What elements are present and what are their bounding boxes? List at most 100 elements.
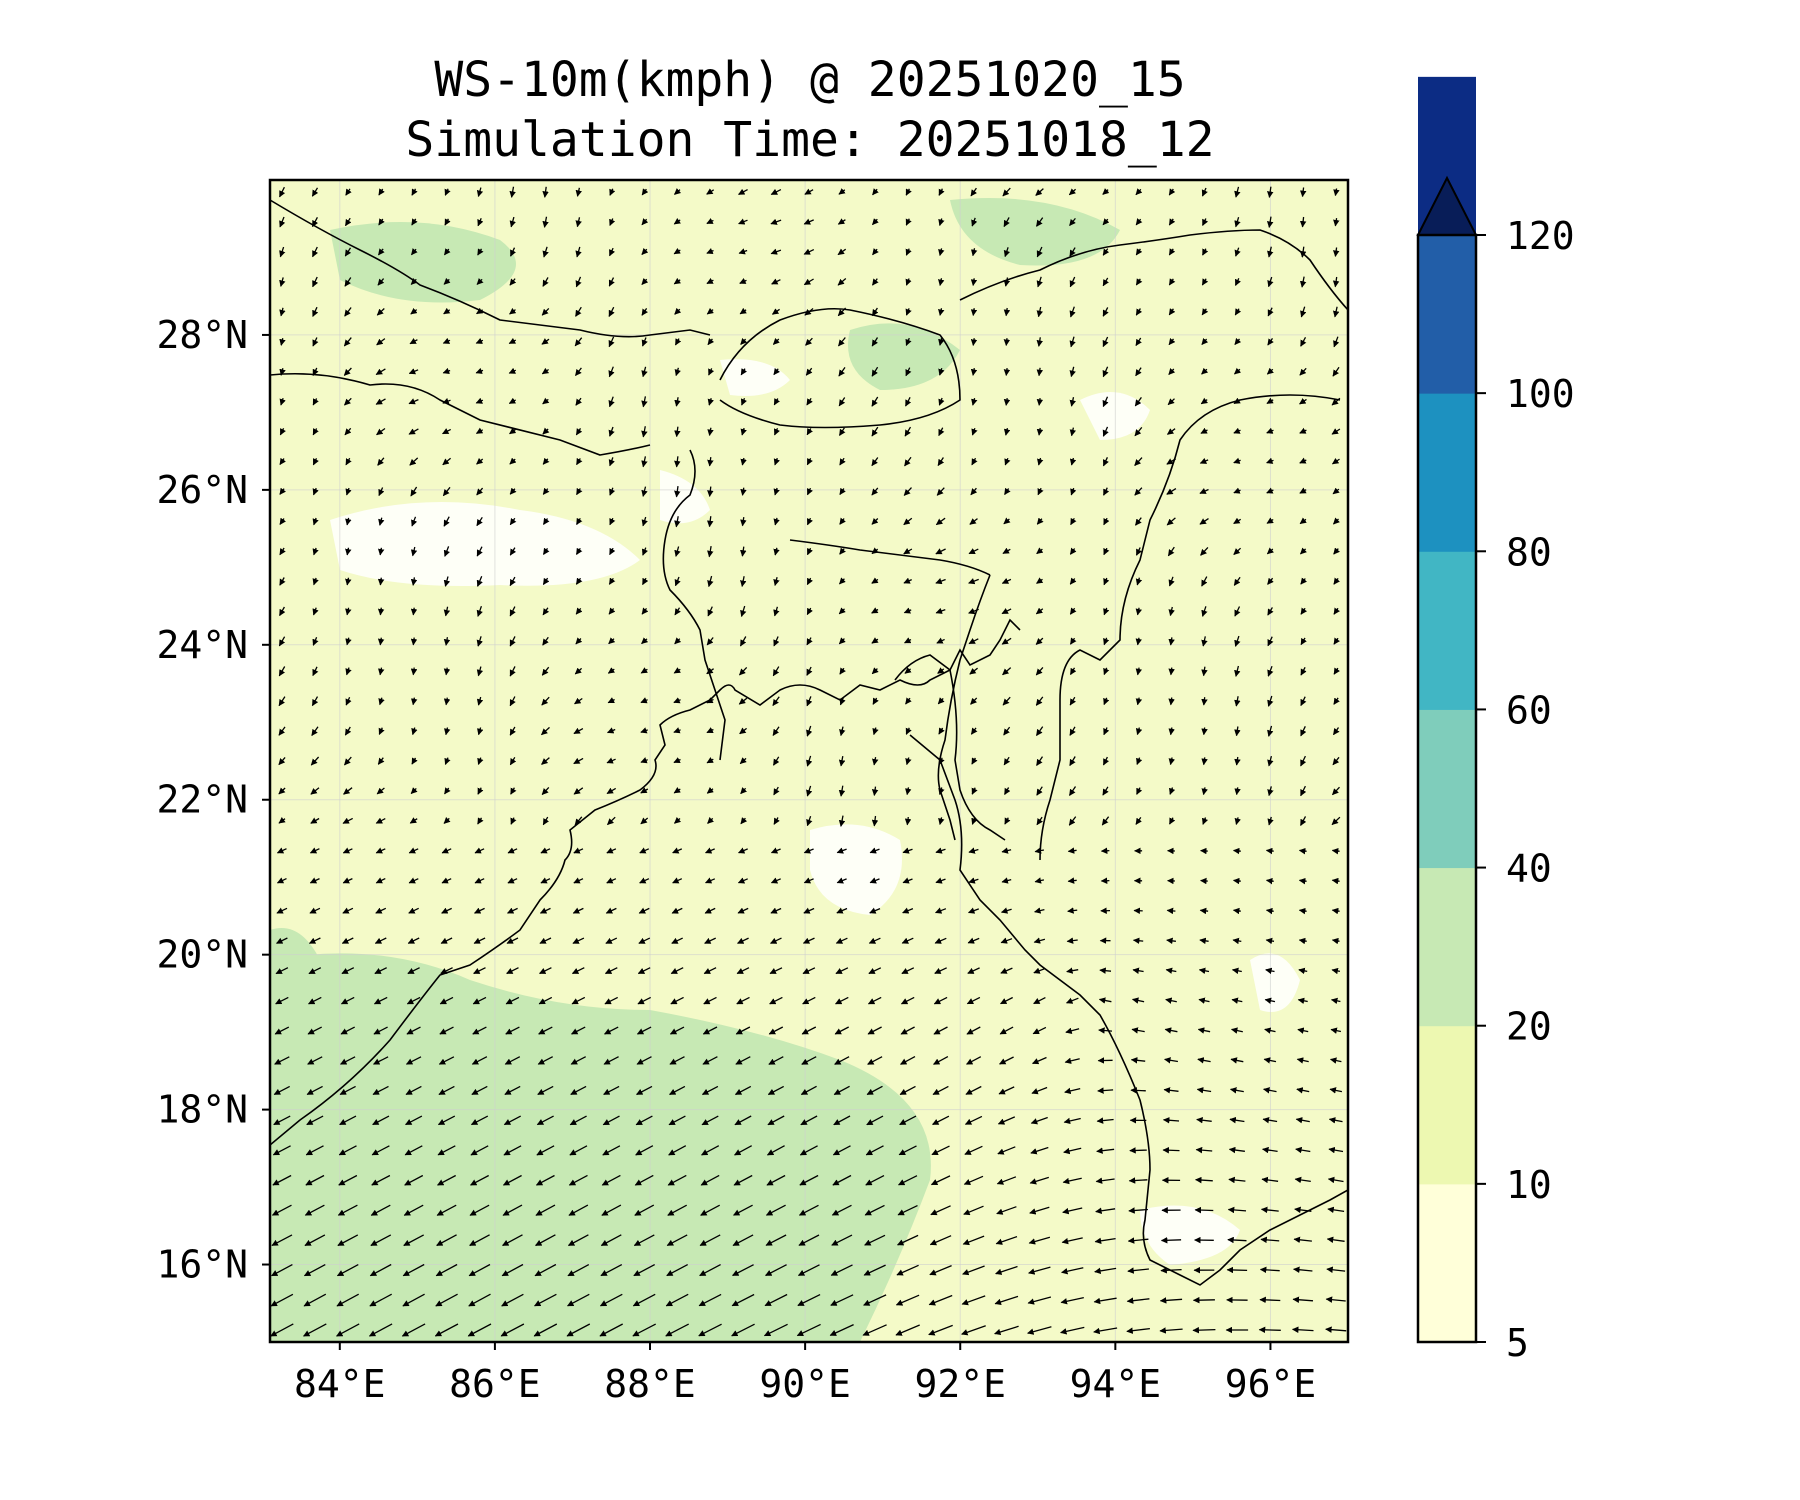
wind-arrow <box>938 218 945 227</box>
wind-arrow <box>773 398 780 406</box>
wind-arrow <box>1299 187 1307 198</box>
wind-arrow <box>443 817 451 824</box>
wind-arrow <box>740 605 747 618</box>
wind-arrow <box>904 817 912 826</box>
wind-arrow <box>477 217 484 227</box>
wind-arrow <box>1002 187 1011 197</box>
wind-arrow <box>345 547 352 556</box>
wind-arrow <box>1003 427 1011 436</box>
wind-arrow <box>837 218 846 225</box>
wind-arrow <box>770 877 781 884</box>
wind-arrow <box>410 277 418 285</box>
wind-arrow <box>1232 877 1241 885</box>
wind-arrow <box>575 306 582 317</box>
wind-arrow <box>344 756 352 766</box>
wind-arrow <box>900 996 915 1005</box>
wind-arrow <box>1069 336 1076 348</box>
wind-arrow <box>279 368 286 376</box>
wind-arrow <box>442 367 451 375</box>
wind-arrow <box>969 518 978 525</box>
wind-arrow <box>312 547 319 556</box>
wind-arrow <box>1101 816 1110 826</box>
wind-arrow <box>1234 217 1241 228</box>
wind-arrow <box>344 397 352 406</box>
wind-speed-patch <box>270 928 320 1000</box>
wind-arrow <box>575 607 583 615</box>
wind-arrow <box>375 847 386 854</box>
wind-arrow <box>1168 697 1175 706</box>
wind-arrow <box>905 188 912 196</box>
wind-arrow <box>542 397 550 405</box>
wind-arrow <box>904 637 912 644</box>
wind-arrow <box>575 217 582 228</box>
wind-arrow <box>1201 187 1208 197</box>
wind-arrow <box>377 577 385 586</box>
wind-arrow <box>475 367 484 374</box>
wind-arrow <box>376 787 385 795</box>
wind-arrow <box>905 787 912 796</box>
wind-arrow <box>476 696 484 706</box>
wind-arrow <box>609 218 616 226</box>
wind-arrow <box>603 1085 620 1095</box>
wind-arrow <box>444 787 451 795</box>
wind-arrow <box>835 967 849 975</box>
wind-arrow <box>999 1026 1014 1035</box>
wind-arrow <box>1164 1057 1179 1064</box>
wind-arrow <box>1102 248 1110 256</box>
wind-arrow <box>537 1056 554 1065</box>
wind-arrow <box>542 636 549 646</box>
wind-arrow <box>1168 337 1176 346</box>
wind-arrow <box>1070 487 1077 496</box>
wind-arrow <box>573 757 584 765</box>
wind-arrow <box>279 606 286 617</box>
colorbar-bin <box>1418 709 1476 869</box>
wind-arrow <box>806 487 813 496</box>
wind-arrow <box>935 517 946 526</box>
wind-arrow <box>641 188 649 196</box>
wind-arrow <box>278 666 286 677</box>
wind-arrow <box>443 546 450 557</box>
wind-arrow <box>410 577 418 586</box>
wind-arrow <box>606 727 616 734</box>
wind-arrow <box>1299 517 1307 525</box>
wind-arrow <box>1267 695 1274 707</box>
wind-arrow <box>806 577 813 586</box>
wind-arrow <box>1097 1087 1114 1094</box>
wind-arrow <box>410 637 418 646</box>
wind-arrow <box>442 397 451 405</box>
wind-arrow <box>1102 396 1109 408</box>
colorbar-tick-label: 5 <box>1506 1321 1529 1365</box>
wind-arrow <box>867 1026 882 1035</box>
wind-arrow <box>373 1026 388 1035</box>
wind-arrow <box>507 877 518 884</box>
wind-arrow <box>1232 907 1241 915</box>
wind-arrow <box>673 667 681 674</box>
wind-arrow <box>509 636 516 647</box>
wind-arrow <box>1166 458 1177 465</box>
wind-arrow <box>1102 336 1109 348</box>
wind-arrow <box>674 367 681 377</box>
wind-arrow <box>1103 547 1110 556</box>
wind-arrow <box>1168 606 1175 617</box>
wind-arrow <box>1070 517 1077 526</box>
wind-arrow <box>476 636 483 647</box>
coastline-segment <box>789 539 991 576</box>
wind-arrow <box>1234 665 1241 677</box>
wind-arrow <box>1267 816 1274 826</box>
wind-arrow <box>1330 997 1341 1005</box>
wind-arrow <box>606 877 617 884</box>
wind-arrow <box>965 1085 982 1095</box>
wind-arrow <box>903 487 912 496</box>
wind-arrow <box>509 307 517 315</box>
wind-arrow <box>871 278 879 286</box>
wind-arrow <box>1332 276 1340 288</box>
wind-arrow <box>1036 577 1044 584</box>
wind-arrow <box>838 367 846 377</box>
wind-arrow <box>637 967 651 975</box>
wind-arrow <box>307 1056 323 1065</box>
wind-arrow <box>937 457 945 467</box>
wind-arrow <box>971 427 978 436</box>
wind-arrow <box>641 218 649 226</box>
wind-arrow <box>279 307 286 317</box>
wind-arrow <box>443 576 451 587</box>
